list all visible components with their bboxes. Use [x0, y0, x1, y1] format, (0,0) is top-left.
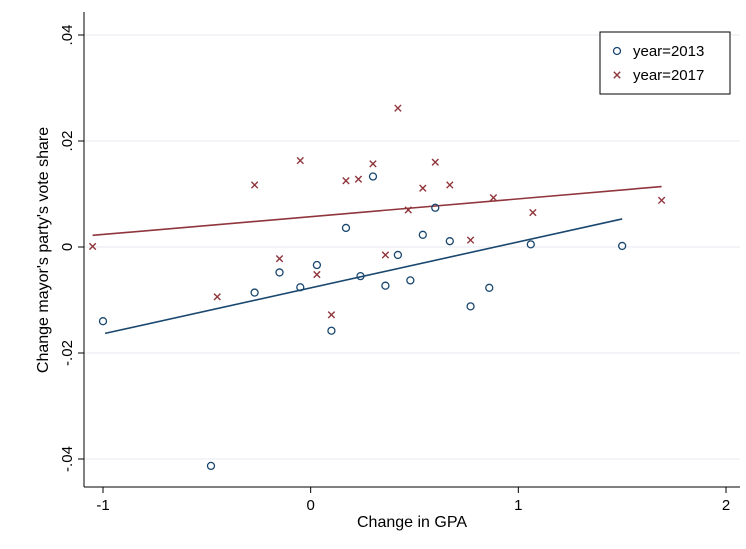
data-point-2017: [613, 71, 621, 79]
data-point-2013: [393, 250, 403, 260]
legend-item: year=2013: [612, 43, 704, 60]
data-point-2013: [445, 237, 454, 246]
data-point-2013: [418, 230, 427, 239]
data-point-2017: [489, 194, 498, 202]
data-point-2017: [354, 175, 363, 183]
legend-items: year=2013 year=2017: [612, 43, 704, 84]
x-marker-stroke: [394, 104, 402, 112]
x-marker-stroke: [213, 293, 221, 301]
x-tick-label: 2: [722, 497, 730, 514]
x-marker-stroke: [381, 251, 390, 259]
legend-label: year=2017: [633, 67, 704, 84]
y-tick-label: -.02: [59, 340, 76, 366]
y-tick-label: .04: [59, 25, 76, 46]
data-point-2017: [275, 254, 284, 263]
data-point-2013: [406, 276, 415, 285]
data-point-2017: [88, 242, 97, 251]
data-point-2013: [341, 223, 351, 233]
data-point-2013: [275, 268, 284, 277]
y-tick-label: -.04: [59, 446, 76, 472]
data-point-2013: [612, 46, 622, 56]
y-tick-label: 0: [59, 243, 76, 251]
y-axis-ticks: -.04 -.02 0 .02 .04: [59, 25, 84, 472]
data-points: [88, 104, 666, 471]
data-point-2013: [312, 260, 322, 270]
x-marker-stroke: [327, 311, 336, 319]
data-point-2013: [296, 283, 305, 292]
x-tick-label: -1: [96, 497, 109, 514]
x-marker-stroke: [88, 242, 97, 251]
data-point-2013: [618, 241, 627, 251]
data-point-2017: [327, 311, 336, 319]
data-point-2017: [657, 196, 666, 205]
x-marker-stroke: [250, 181, 259, 189]
data-point-2017: [313, 270, 321, 279]
data-point-2017: [394, 104, 402, 112]
data-point-2017: [431, 158, 439, 166]
legend-box: [599, 31, 731, 95]
data-point-2013: [526, 240, 535, 249]
x-marker-stroke: [657, 196, 666, 205]
data-point-2017: [529, 208, 537, 217]
x-axis-label: Change in GPA: [357, 514, 467, 531]
legend-item: year=2017: [613, 67, 704, 84]
axes: [83, 12, 740, 488]
x-marker-stroke: [431, 158, 439, 166]
x-marker-stroke: [404, 206, 412, 214]
x-marker-stroke: [446, 181, 454, 189]
y-tick-label: .02: [59, 131, 76, 152]
data-point-2017: [213, 293, 221, 301]
data-point-2013: [431, 203, 440, 212]
data-point-2017: [342, 177, 350, 185]
data-point-2013: [356, 271, 365, 281]
legend-label: year=2013: [633, 43, 704, 60]
x-marker-stroke: [369, 160, 377, 168]
y-axis-label: Change mayor's party's vote share: [35, 127, 52, 373]
data-point-2017: [419, 184, 427, 192]
x-tick-label: 1: [514, 497, 522, 514]
legend: year=2013 year=2017: [599, 31, 731, 95]
x-marker-stroke: [529, 208, 537, 217]
x-marker-stroke: [354, 175, 363, 183]
fit-line-2017: [92, 185, 662, 237]
data-point-2013: [250, 288, 259, 297]
data-point-2017: [381, 251, 390, 259]
x-marker-stroke: [275, 254, 284, 263]
data-point-2013: [327, 326, 336, 335]
x-marker-stroke: [489, 194, 498, 202]
data-point-2013: [485, 283, 494, 292]
data-point-2013: [206, 461, 216, 471]
x-marker-stroke: [466, 236, 475, 244]
data-point-2013: [368, 172, 378, 181]
data-point-2013: [466, 302, 475, 311]
x-tick-label: 0: [306, 497, 314, 514]
x-marker-stroke: [296, 156, 304, 165]
x-marker-stroke: [613, 71, 621, 79]
data-point-2013: [98, 317, 108, 326]
data-point-2017: [369, 160, 377, 168]
x-axis-ticks: -1 0 1 2: [96, 487, 730, 514]
data-point-2017: [466, 236, 475, 244]
data-point-2017: [446, 181, 454, 189]
data-point-2017: [250, 181, 259, 189]
data-point-2017: [296, 156, 304, 165]
x-marker-stroke: [342, 177, 350, 185]
x-marker-stroke: [419, 184, 427, 192]
data-point-2017: [404, 206, 412, 214]
x-marker-stroke: [313, 270, 321, 279]
data-point-2013: [381, 281, 390, 290]
